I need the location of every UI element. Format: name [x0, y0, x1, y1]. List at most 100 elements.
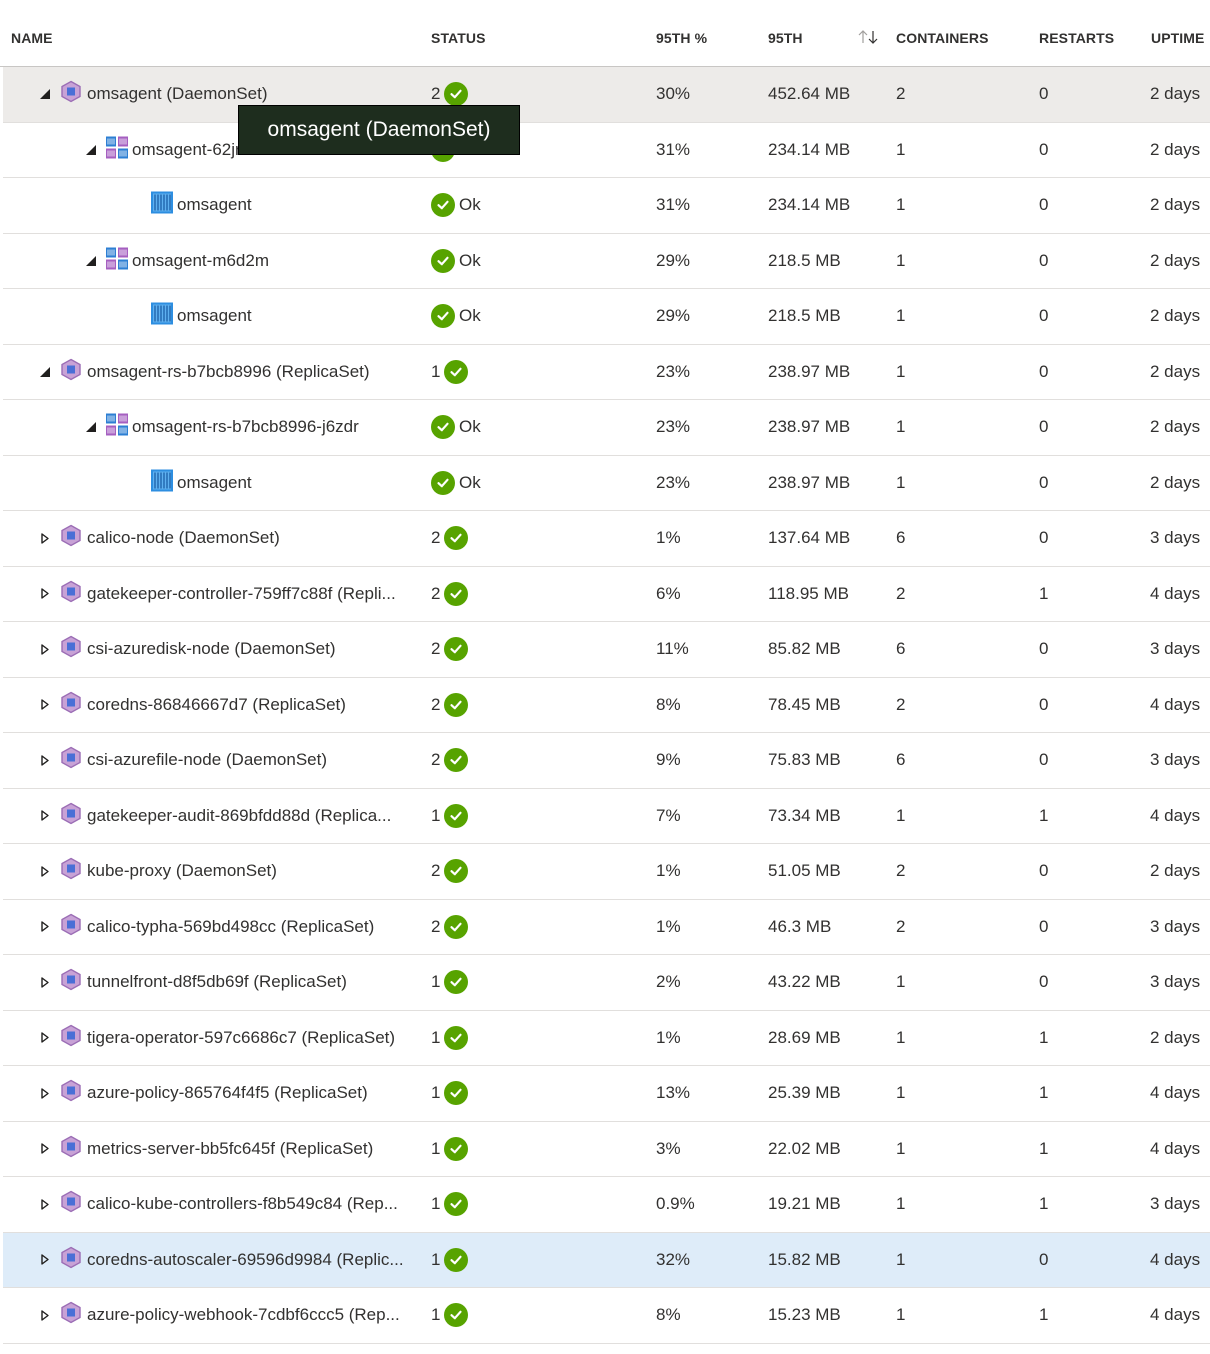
- column-header-uptime[interactable]: UPTIME: [1151, 30, 1205, 46]
- column-header-status[interactable]: STATUS: [431, 30, 486, 46]
- expand-toggle-icon[interactable]: [39, 754, 51, 766]
- uptime-value: 2 days: [1150, 139, 1201, 159]
- table-row[interactable]: kube-proxy (DaemonSet) 2 1% 51.05 MB 2 0 2 day…: [3, 844, 1210, 900]
- status-cell: Ok: [431, 248, 481, 273]
- table-row[interactable]: calico-node (DaemonSet) 2 1% 137.64 MB 6 0 3 d…: [3, 511, 1210, 567]
- expand-toggle-icon[interactable]: [39, 532, 51, 544]
- table-row[interactable]: omsagent (DaemonSet) 2 30% 452.64 MB 2 0 2 day…: [3, 67, 1210, 123]
- containers-count: 2: [896, 861, 906, 881]
- status-count: 2: [431, 861, 441, 881]
- row-name[interactable]: gatekeeper-audit-869bfdd88d (Replica...: [87, 805, 392, 825]
- collapse-toggle-icon[interactable]: [85, 421, 97, 433]
- pod-icon: [105, 413, 129, 442]
- table-row[interactable]: coredns-86846667d7 (ReplicaSet) 2 8% 78.45 …: [3, 678, 1210, 733]
- expand-toggle-icon[interactable]: [39, 865, 51, 877]
- row-name[interactable]: coredns-autoscaler-69596d9984 (Replic...: [87, 1249, 404, 1269]
- row-name[interactable]: metrics-server-bb5fc645f (ReplicaSet): [87, 1138, 374, 1158]
- row-name[interactable]: omsagent: [177, 195, 252, 215]
- table-row[interactable]: omsagent-m6d2m Ok 29% 218.5 MB 1 0 2 days: [3, 234, 1210, 289]
- table-row[interactable]: omsagent-rs-b7bcb8996 (ReplicaSet) 1 23% 23…: [3, 345, 1210, 400]
- table-row[interactable]: omsagent-rs-b7bcb8996-j6zdr Ok 23% 238.97 M…: [3, 400, 1210, 456]
- percentile-95-percent: 23%: [656, 417, 691, 437]
- expand-toggle-icon[interactable]: [39, 1198, 51, 1210]
- column-header-95th-percent[interactable]: 95TH %: [656, 30, 708, 46]
- row-name[interactable]: omsagent-rs-b7bcb8996 (ReplicaSet): [87, 361, 370, 381]
- expand-toggle-icon[interactable]: [39, 699, 51, 711]
- collapse-toggle-icon[interactable]: [39, 366, 51, 378]
- row-name[interactable]: calico-typha-569bd498cc (ReplicaSet): [87, 916, 375, 936]
- row-name[interactable]: omsagent-m6d2m: [132, 250, 270, 270]
- table-row[interactable]: azure-policy-865764f4f5 (ReplicaSet) 1 13%…: [3, 1066, 1210, 1122]
- row-name[interactable]: tunnelfront-d8f5db69f (ReplicaSet): [87, 972, 347, 992]
- table-row[interactable]: metrics-server-bb5fc645f (ReplicaSet) 1 3%…: [3, 1122, 1210, 1177]
- expand-toggle-icon[interactable]: [39, 1254, 51, 1266]
- percentile-95-percent: 3%: [656, 1138, 681, 1158]
- status-cell: 1: [431, 970, 469, 995]
- percentile-95-value: 75.83 MB: [768, 750, 841, 770]
- expand-toggle-icon[interactable]: [39, 810, 51, 822]
- row-name[interactable]: gatekeeper-controller-759ff7c88f (Repli.…: [87, 583, 396, 603]
- status-cell: 2: [431, 859, 469, 884]
- table-row[interactable]: csi-azuredisk-node (DaemonSet) 2 11% 85.82 …: [3, 622, 1210, 678]
- table-row[interactable]: omsagent Ok 23% 238.97 MB 1 0 2 days: [3, 456, 1210, 511]
- expand-toggle-icon[interactable]: [39, 588, 51, 600]
- table-row[interactable]: tunnelfront-d8f5db69f (ReplicaSet) 1 2% 43.…: [3, 955, 1210, 1011]
- restarts-count: 1: [1039, 1194, 1049, 1214]
- collapse-toggle-icon[interactable]: [85, 255, 97, 267]
- collapse-toggle-icon[interactable]: [39, 88, 51, 100]
- row-name[interactable]: azure-policy-webhook-7cdbf6ccc5 (Rep...: [87, 1305, 400, 1325]
- column-header-containers[interactable]: CONTAINERS: [896, 30, 989, 46]
- controller-icon: [60, 635, 82, 663]
- row-name[interactable]: calico-kube-controllers-f8b549c84 (Rep..…: [87, 1194, 398, 1214]
- table-row[interactable]: csi-azurefile-node (DaemonSet) 2 9% 75.83 M…: [3, 733, 1210, 789]
- row-name[interactable]: tigera-operator-597c6686c7 (ReplicaSet): [87, 1027, 396, 1047]
- row-name[interactable]: kube-proxy (DaemonSet): [87, 861, 277, 881]
- status-count: 1: [431, 1305, 441, 1325]
- percentile-95-percent: 1%: [656, 528, 681, 548]
- expand-toggle-icon[interactable]: [39, 1309, 51, 1321]
- row-name[interactable]: omsagent: [177, 472, 252, 492]
- column-header-name[interactable]: NAME: [11, 30, 53, 46]
- table-row[interactable]: gatekeeper-audit-869bfdd88d (Replica... 1…: [3, 789, 1210, 844]
- expand-toggle-icon[interactable]: [39, 976, 51, 988]
- table-row[interactable]: tigera-operator-597c6686c7 (ReplicaSet) 1…: [3, 1011, 1210, 1066]
- table-row[interactable]: omsagent Ok 29% 218.5 MB 1 0 2 days: [3, 289, 1210, 345]
- column-header-95th[interactable]: 95TH: [768, 30, 803, 46]
- uptime-value: 2 days: [1150, 861, 1201, 881]
- controller-icon: [60, 1190, 82, 1218]
- expand-toggle-icon[interactable]: [39, 921, 51, 933]
- row-name[interactable]: calico-node (DaemonSet): [87, 528, 280, 548]
- restarts-count: 1: [1039, 805, 1049, 825]
- ok-check-icon: [444, 914, 469, 939]
- row-name[interactable]: azure-policy-865764f4f5 (ReplicaSet): [87, 1083, 368, 1103]
- table-row[interactable]: omsagent Ok 31% 234.14 MB 1 0 2 days: [3, 178, 1210, 234]
- column-header-restarts[interactable]: RESTARTS: [1039, 30, 1115, 46]
- containers-count: 1: [896, 472, 906, 492]
- table-row[interactable]: coredns-autoscaler-69596d9984 (Replic...…: [3, 1232, 1210, 1288]
- sort-arrows-icon[interactable]: [858, 29, 880, 48]
- expand-toggle-icon[interactable]: [39, 643, 51, 655]
- status-count: 1: [431, 1083, 441, 1103]
- containers-count: 2: [896, 583, 906, 603]
- row-name[interactable]: omsagent: [177, 306, 252, 326]
- table-row[interactable]: calico-typha-569bd498cc (ReplicaSet) 2 1% 4…: [3, 900, 1210, 955]
- expand-toggle-icon[interactable]: [39, 1087, 51, 1099]
- table-row[interactable]: calico-kube-controllers-f8b549c84 (Rep..…: [3, 1177, 1210, 1233]
- row-name[interactable]: csi-azuredisk-node (DaemonSet): [87, 639, 336, 659]
- containers-count: 1: [896, 972, 906, 992]
- ok-check-icon: [444, 359, 469, 384]
- table-row[interactable]: gatekeeper-controller-759ff7c88f (Repli.…: [3, 567, 1210, 622]
- row-name[interactable]: omsagent-rs-b7bcb8996-j6zdr: [132, 417, 359, 437]
- restarts-count: 0: [1039, 694, 1049, 714]
- expand-toggle-icon[interactable]: [39, 1143, 51, 1155]
- expand-toggle-icon[interactable]: [39, 1032, 51, 1044]
- controller-icon: [60, 524, 82, 552]
- row-name[interactable]: csi-azurefile-node (DaemonSet): [87, 750, 327, 770]
- row-name[interactable]: omsagent (DaemonSet): [87, 84, 268, 104]
- collapse-toggle-icon[interactable]: [85, 144, 97, 156]
- table-row[interactable]: azure-policy-webhook-7cdbf6ccc5 (Rep... 1…: [3, 1288, 1210, 1344]
- row-name[interactable]: coredns-86846667d7 (ReplicaSet): [87, 694, 346, 714]
- status-count: 1: [431, 805, 441, 825]
- row-name[interactable]: omsagent-62jrc: [132, 139, 250, 159]
